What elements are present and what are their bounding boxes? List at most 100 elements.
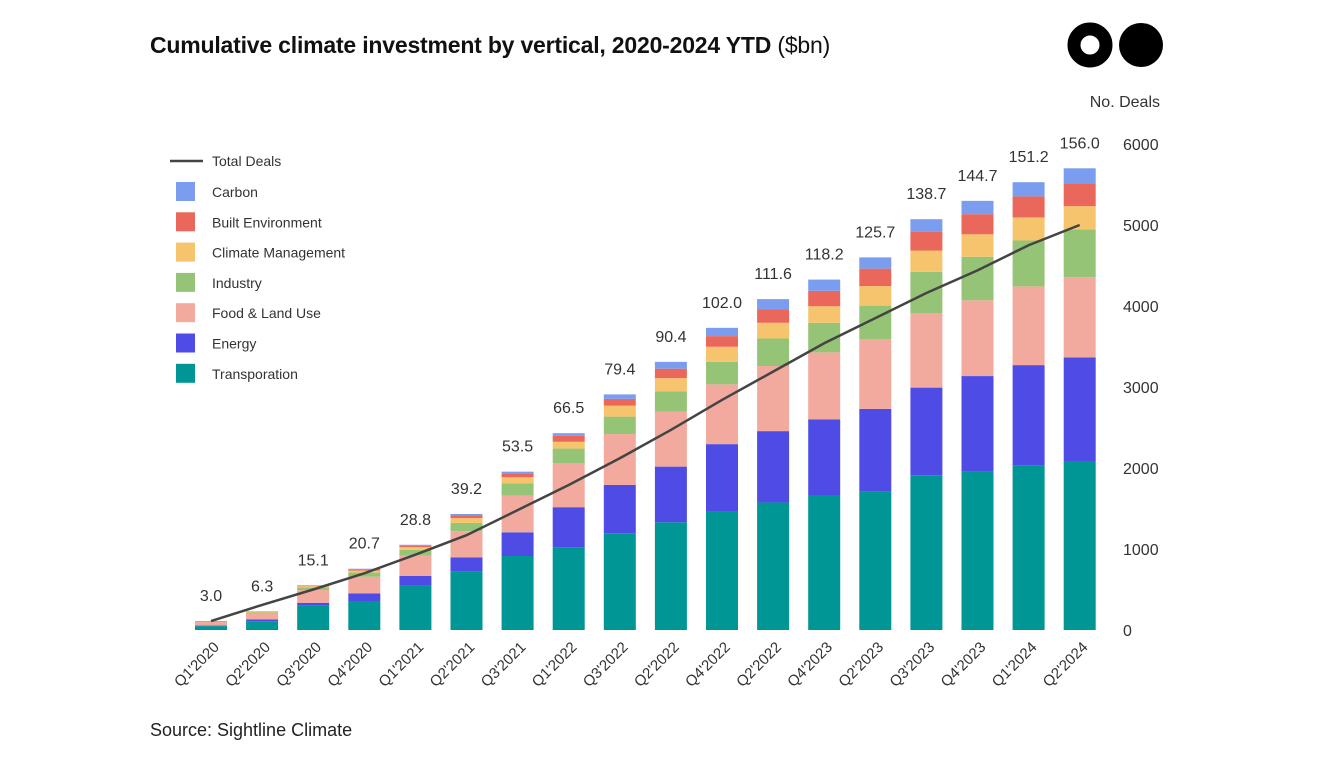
legend-swatch [176, 363, 195, 383]
bar-segment-carbon [1063, 168, 1096, 184]
bar-segment-food-land-use [195, 621, 227, 626]
legend-label: Food & Land Use [212, 305, 321, 321]
total-value-label: 66.5 [553, 400, 584, 417]
legend-swatch [176, 182, 195, 201]
bar-stack: 90.4 [654, 329, 687, 630]
bar-segment-food-land-use [399, 555, 432, 576]
x-tick-label: Q4'2020 [324, 639, 376, 691]
bar-segment-food-land-use [961, 300, 994, 377]
bar-segment-transporation [246, 621, 279, 630]
bar-segment-climate-management [552, 441, 585, 449]
total-value-label: 79.4 [604, 361, 635, 378]
bar-segment-built-environment [450, 515, 483, 519]
total-deals-line-path [210, 223, 1081, 623]
bar-segment-industry [450, 522, 483, 532]
bar-segment-built-environment [603, 398, 636, 406]
bar-segment-food-land-use [654, 411, 687, 467]
bar-segment-transporation [603, 533, 636, 630]
bar-segment-transporation [450, 571, 483, 630]
bar-segment-energy [399, 575, 432, 586]
bar-stack: 39.2 [450, 481, 483, 630]
bar-stack: 102.0 [702, 295, 742, 630]
bar-segment-carbon [859, 257, 892, 269]
legend-swatch [176, 272, 195, 292]
bar-segment-carbon [1012, 182, 1045, 197]
total-value-label: 144.7 [957, 168, 997, 185]
x-tick-label: Q1'2022 [529, 639, 581, 691]
total-value-label: 156.0 [1060, 135, 1100, 152]
legend-swatch [176, 212, 195, 232]
x-tick-label: Q3'2020 [273, 639, 325, 691]
legend-item-energy: Energy [176, 333, 256, 353]
x-tick-label: Q2'2024 [1040, 639, 1092, 691]
bar-segment-industry [654, 391, 687, 412]
bar-segment-climate-management [348, 570, 381, 573]
title-unit: ($bn) [777, 32, 831, 58]
bar-segment-carbon [501, 471, 534, 474]
y2-tick-label: 6000 [1123, 137, 1159, 154]
bar-segment-transporation [297, 605, 330, 630]
legend-swatch [176, 333, 195, 353]
x-tick-label: Q1'2024 [989, 639, 1041, 691]
bars: 3.0 6.3 15.1 20.7 28.8 39.2 53.5 66.5 79.4 90.4 10… [195, 135, 1100, 630]
bar-segment-transporation [399, 585, 432, 630]
x-tick-label: Q2'2021 [427, 639, 479, 691]
bar-segment-carbon [399, 544, 432, 546]
x-tick-label: Q4'2023 [938, 639, 990, 691]
total-value-label: 20.7 [349, 536, 380, 553]
bar-segment-built-environment [399, 545, 432, 548]
bar-stack: 156.0 [1060, 135, 1100, 630]
bar-segment-built-environment [1063, 183, 1096, 207]
bar-segment-energy [706, 444, 738, 512]
bar-segment-climate-management [1012, 217, 1045, 241]
bar-segment-food-land-use [859, 339, 892, 409]
total-value-label: 53.5 [502, 439, 533, 456]
x-tick-label: Q3'2023 [886, 639, 938, 691]
legend-item-total-deals: Total Deals [170, 153, 281, 169]
x-axis-labels: Q1'2020 Q2'2020 Q3'2020 Q4'2020 Q1'2021 Q2'20… [171, 639, 1091, 691]
x-tick-label: Q3'2021 [478, 639, 530, 691]
bar-segment-transporation [348, 600, 381, 630]
x-tick-label: Q4'2022 [682, 639, 734, 691]
bar-segment-food-land-use [501, 495, 534, 533]
logo-ring [1067, 22, 1113, 68]
bar-stack: 118.2 [805, 247, 844, 630]
x-tick-label: Q3'2022 [580, 639, 632, 691]
bar-segment-carbon [757, 299, 790, 310]
total-value-label: 3.0 [200, 588, 222, 605]
total-value-label: 151.2 [1009, 149, 1049, 166]
y2-tick-label: 4000 [1123, 299, 1159, 316]
bar-segment-built-environment [552, 435, 585, 442]
source-note: Source: Sightline Climate [150, 720, 353, 740]
bar-segment-transporation [757, 502, 790, 630]
bar-segment-energy [348, 593, 381, 601]
legend-item-transporation: Transporation [176, 363, 298, 383]
bar-segment-energy [757, 431, 790, 503]
legend-label: Climate Management [212, 245, 345, 261]
total-value-label: 102.0 [702, 295, 742, 312]
bar-segment-transporation [961, 471, 994, 630]
bar-segment-industry [961, 256, 994, 301]
bar-segment-carbon [808, 279, 841, 291]
bar-segment-food-land-use [246, 613, 279, 620]
total-value-label: 118.2 [805, 247, 844, 264]
logo [1067, 22, 1163, 68]
bar-segment-energy [910, 387, 943, 476]
bar-stack: 15.1 [297, 552, 330, 630]
bar-segment-carbon [706, 327, 738, 337]
bar-segment-industry [1012, 240, 1045, 287]
bar-stack: 138.7 [906, 186, 947, 630]
bar-segment-carbon [348, 568, 381, 570]
bar-segment-built-environment [757, 309, 790, 323]
bar-segment-transporation [654, 522, 687, 630]
bar-segment-transporation [859, 491, 892, 630]
bar-segment-climate-management [706, 346, 738, 362]
bar-segment-energy [195, 625, 227, 627]
bar-stack: 20.7 [348, 536, 381, 630]
bar-segment-climate-management [399, 547, 432, 550]
bar-stack: 28.8 [399, 512, 432, 630]
chart-title: Cumulative climate investment by vertica… [150, 32, 830, 59]
y2-tick-label: 3000 [1123, 380, 1159, 397]
y2-tick-label: 0 [1123, 623, 1132, 640]
legend-swatch [176, 303, 195, 323]
